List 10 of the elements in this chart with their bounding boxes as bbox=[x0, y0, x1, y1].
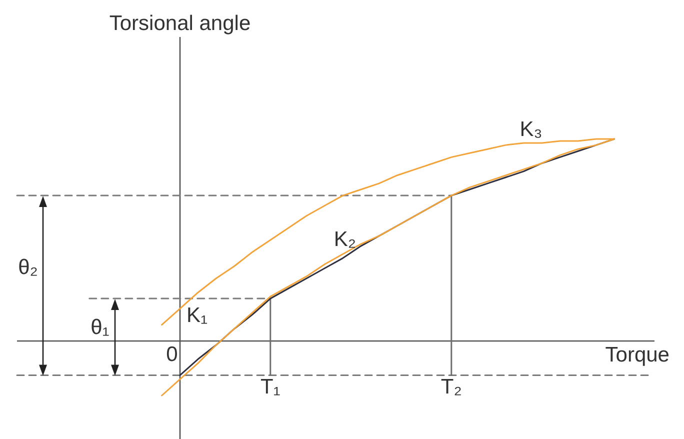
annotation: K₃ bbox=[520, 118, 542, 141]
annotation: θ₁ bbox=[90, 316, 110, 339]
annotation: 0 bbox=[166, 342, 178, 366]
annotation: K₁ bbox=[186, 304, 208, 327]
annotation: K₂ bbox=[334, 228, 356, 251]
annotation: θ₂ bbox=[18, 256, 38, 279]
x-axis-title: Torque bbox=[605, 343, 670, 366]
x-tick-label: T₁ bbox=[260, 375, 280, 398]
x-tick-label: T₂ bbox=[440, 375, 462, 398]
y-axis-title: Torsional angle bbox=[109, 12, 251, 35]
